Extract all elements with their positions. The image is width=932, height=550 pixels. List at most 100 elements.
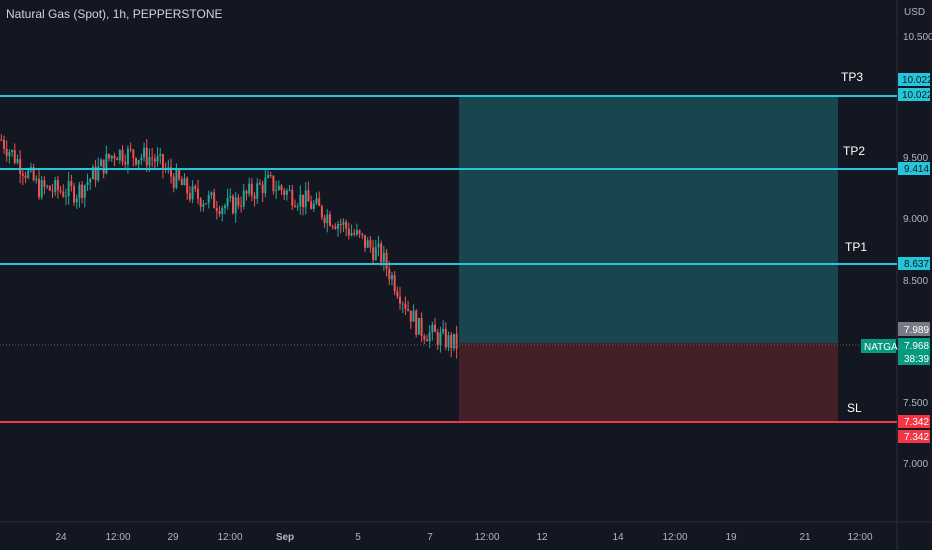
candle-body: [318, 198, 321, 206]
candle-body: [148, 157, 151, 166]
candle-body: [48, 185, 51, 191]
candle-body: [264, 177, 267, 194]
candle-body: [258, 183, 261, 185]
candle-body: [242, 190, 245, 207]
candle-body: [390, 275, 393, 280]
time-tick: 7: [427, 532, 433, 543]
candle-body: [439, 332, 442, 346]
time-tick: 12:00: [847, 532, 872, 543]
candle-body: [191, 186, 194, 200]
candle-body: [56, 180, 59, 191]
candle-body: [396, 291, 399, 297]
candle-body: [73, 186, 76, 203]
candle-body: [113, 155, 116, 159]
candle-body: [401, 303, 404, 305]
candle-body: [178, 169, 181, 180]
candle-body: [328, 214, 331, 226]
sl-label: SL: [847, 401, 862, 415]
candle-body: [64, 196, 67, 198]
candle-body: [110, 155, 113, 159]
candle-body: [353, 233, 356, 235]
svg-text:7.342: 7.342: [904, 417, 929, 428]
candle-body: [234, 197, 237, 214]
candle-body: [172, 176, 175, 188]
candle-body: [70, 181, 73, 187]
candle-body: [323, 217, 326, 224]
candle-body: [205, 203, 208, 205]
candle-body: [358, 230, 361, 234]
candle-body: [62, 191, 65, 197]
currency-label: USD: [904, 7, 925, 18]
stop-zone[interactable]: [459, 343, 838, 422]
candle-body: [280, 185, 283, 191]
candle-body: [40, 180, 43, 198]
candle-body: [399, 296, 402, 304]
time-tick: 14: [612, 532, 624, 543]
time-tick: 24: [55, 532, 67, 543]
candle-body: [13, 150, 16, 163]
candle-body: [132, 149, 135, 158]
candle-body: [267, 174, 270, 178]
candle-body: [237, 197, 240, 206]
candle-body: [231, 196, 234, 214]
candle-body: [444, 328, 447, 348]
candle-body: [361, 233, 364, 236]
candle-body: [21, 173, 24, 176]
candle-body: [345, 221, 348, 229]
candle-body: [24, 175, 27, 178]
candle-body: [91, 166, 94, 180]
candle-body: [199, 198, 202, 207]
candle-body: [135, 157, 138, 165]
candle-body: [385, 252, 388, 269]
candle-body: [283, 190, 286, 195]
target-zone[interactable]: [459, 97, 838, 343]
candle-body: [369, 240, 372, 248]
candle-body: [364, 235, 367, 248]
svg-text:7.342: 7.342: [904, 432, 929, 443]
candle-body: [393, 275, 396, 292]
tp3-label: TP3: [841, 70, 863, 84]
candle-body: [350, 233, 353, 236]
candle-body: [275, 190, 278, 192]
candle-body: [51, 190, 54, 192]
time-tick: 12:00: [662, 532, 687, 543]
candle-body: [404, 303, 407, 309]
candle-body: [202, 204, 205, 207]
candle-body: [285, 190, 288, 195]
candle-body: [32, 167, 35, 181]
candle-body: [143, 147, 146, 158]
candle-body: [196, 188, 199, 199]
candle-body: [250, 183, 253, 196]
price-tick: 8.500: [903, 276, 928, 287]
time-tick: 5: [355, 532, 361, 543]
candle-body: [151, 157, 154, 159]
candle-body: [129, 148, 132, 150]
current-price: 7.968: [904, 341, 929, 352]
candle-body: [310, 201, 313, 209]
candle-body: [320, 205, 323, 218]
candle-body: [337, 223, 340, 229]
candle-body: [207, 194, 210, 204]
candle-body: [407, 308, 410, 311]
candle-body: [412, 310, 415, 322]
candle-body: [221, 208, 224, 215]
candle-body: [156, 156, 159, 162]
current-price-tag: 7.968 38:39: [898, 338, 930, 365]
candle-body: [334, 226, 337, 229]
candle-body: [272, 175, 275, 192]
svg-text:9.414: 9.414: [904, 164, 929, 175]
candle-body: [116, 158, 119, 161]
candle-body: [215, 208, 218, 212]
candle-body: [261, 184, 264, 194]
candle-body: [121, 149, 124, 162]
time-tick: 12:00: [474, 532, 499, 543]
candle-body: [213, 192, 216, 209]
candle-body: [59, 190, 62, 192]
candle-body: [145, 147, 148, 166]
svg-text:8.637: 8.637: [904, 259, 929, 270]
candle-body: [229, 196, 232, 198]
candle-body: [293, 205, 296, 207]
candle-body: [302, 194, 305, 208]
candle-body: [277, 185, 280, 191]
